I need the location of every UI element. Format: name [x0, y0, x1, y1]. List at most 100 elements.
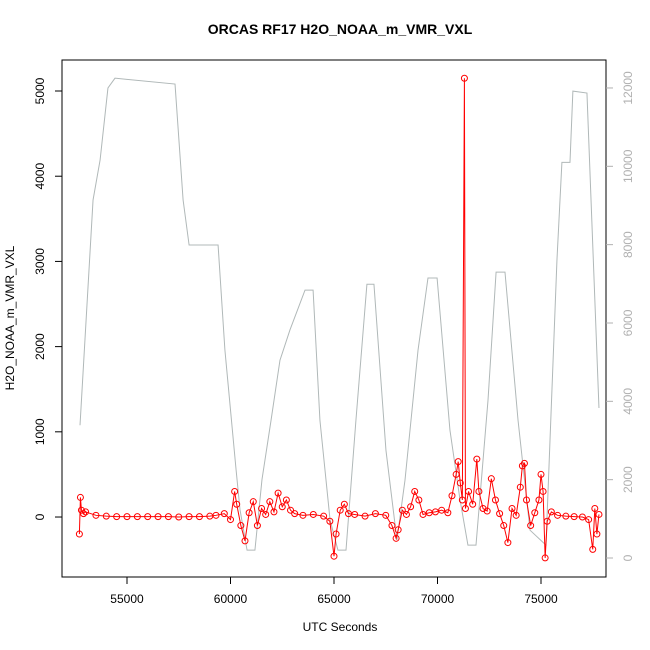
data-point	[388, 522, 396, 530]
data-point	[266, 498, 274, 506]
y2-tick-label: 8000	[621, 231, 635, 258]
data-point	[483, 507, 491, 515]
data-point	[589, 545, 597, 553]
data-point	[398, 506, 406, 514]
data-point	[543, 517, 551, 525]
data-point	[431, 508, 439, 516]
data-point	[102, 512, 110, 520]
data-point	[249, 498, 257, 506]
y-tick-label: 2000	[33, 333, 47, 360]
data-point	[487, 475, 495, 483]
data-point	[76, 493, 84, 501]
y-tick-label: 5000	[33, 77, 47, 104]
data-point	[535, 496, 543, 504]
y2-tick-label: 0	[621, 554, 635, 561]
y2-tick-label: 12000	[621, 71, 635, 105]
data-point	[461, 504, 469, 512]
chart-title: ORCAS RF17 H2O_NOAA_m_VMR_VXL	[208, 21, 473, 37]
x-tick-label: 55000	[110, 592, 144, 606]
data-point	[253, 522, 261, 530]
data-point	[456, 479, 464, 487]
data-point	[361, 512, 369, 520]
data-point	[258, 504, 266, 512]
data-point	[554, 511, 562, 519]
y-tick-label: 1000	[33, 418, 47, 445]
data-point	[270, 508, 278, 516]
data-point	[411, 487, 419, 495]
y-tick-label: 3000	[33, 248, 47, 275]
data-point	[133, 513, 141, 521]
data-point	[394, 526, 402, 534]
y2-tick-label: 6000	[621, 309, 635, 336]
data-point	[123, 513, 131, 521]
data-point	[516, 483, 524, 491]
data-point	[231, 487, 239, 495]
data-point	[278, 503, 286, 511]
data-point	[75, 530, 83, 538]
data-point	[326, 517, 334, 525]
data-point	[407, 503, 415, 511]
data-point	[595, 510, 603, 518]
data-point	[262, 510, 270, 518]
series-line	[79, 77, 600, 551]
data-point	[454, 458, 462, 466]
data-point	[444, 509, 452, 517]
data-point	[299, 511, 307, 519]
data-point	[562, 512, 570, 520]
y2-tick-label: 10000	[621, 149, 635, 183]
data-point	[419, 510, 427, 518]
y2-tick-label: 4000	[621, 388, 635, 415]
data-point	[438, 506, 446, 514]
data-point	[491, 496, 499, 504]
data-point	[233, 500, 241, 508]
data-point	[585, 516, 593, 524]
data-point	[336, 506, 344, 514]
data-point	[330, 552, 338, 560]
data-point	[164, 513, 172, 521]
data-point	[371, 510, 379, 518]
data-point	[537, 470, 545, 478]
y-tick-label: 4000	[33, 163, 47, 190]
data-point	[593, 530, 601, 538]
data-point	[541, 554, 549, 562]
y-tick-label: 0	[33, 513, 47, 520]
data-point	[274, 489, 282, 497]
data-point	[287, 506, 295, 514]
data-point	[175, 513, 183, 521]
data-point	[154, 513, 162, 521]
data-point	[320, 512, 328, 520]
data-point	[465, 487, 473, 495]
data-point	[245, 509, 253, 517]
data-point	[402, 510, 410, 518]
data-point	[220, 510, 228, 518]
data-point	[77, 506, 85, 514]
data-point	[475, 487, 483, 495]
data-point	[578, 513, 586, 521]
data-point	[469, 500, 477, 508]
data-point	[382, 511, 390, 519]
data-point	[460, 74, 468, 82]
data-point	[512, 511, 520, 519]
data-point	[448, 492, 456, 500]
x-tick-label: 75000	[524, 592, 558, 606]
data-point	[500, 522, 508, 530]
y2-tick-label: 2000	[621, 466, 635, 493]
data-point	[82, 508, 90, 516]
data-point	[527, 522, 535, 530]
data-point	[241, 537, 249, 545]
series-line	[78, 78, 600, 558]
data-point	[144, 513, 152, 521]
y-axis-label: H2O_NOAA_m_VMR_VXL	[3, 245, 17, 390]
data-point	[591, 504, 599, 512]
x-tick-label: 70000	[421, 592, 455, 606]
x-tick-label: 65000	[317, 592, 351, 606]
data-point	[332, 530, 340, 538]
data-point	[473, 455, 481, 463]
data-point	[291, 510, 299, 518]
data-point	[282, 496, 290, 504]
data-point	[212, 511, 220, 519]
data-point	[504, 539, 512, 547]
data-point	[547, 508, 555, 516]
data-point	[309, 510, 317, 518]
